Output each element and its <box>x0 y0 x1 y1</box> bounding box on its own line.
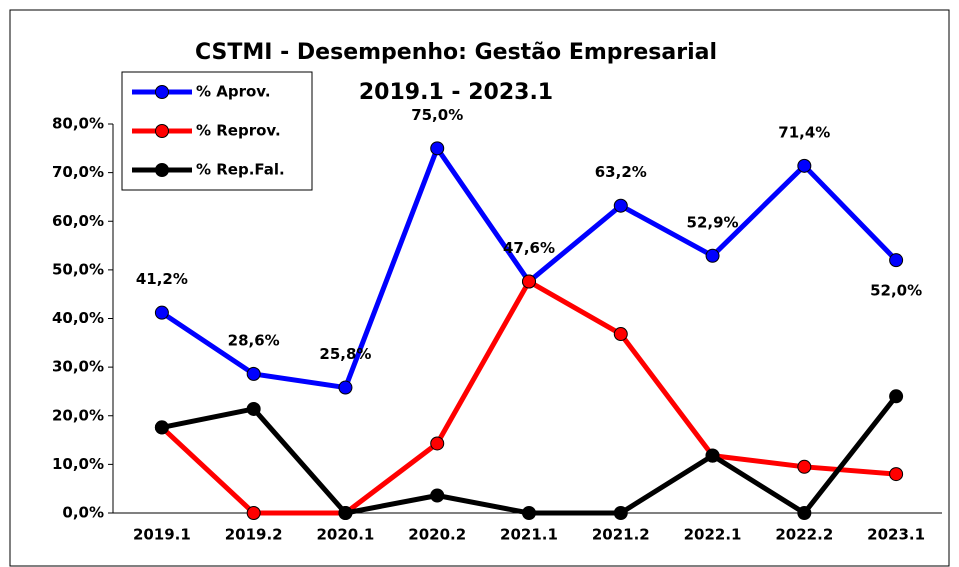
data-label: 71,4% <box>778 123 830 141</box>
y-tick-label: 80,0% <box>52 115 104 133</box>
data-point <box>797 158 812 173</box>
data-point <box>246 401 261 416</box>
data-label: 52,9% <box>687 213 739 231</box>
x-tick-label: 2019.1 <box>133 526 191 544</box>
data-point <box>889 467 904 482</box>
data-point <box>797 459 812 474</box>
y-tick-label: 60,0% <box>52 212 104 230</box>
legend-label: % Reprov. <box>196 122 281 140</box>
y-tick-label: 10,0% <box>52 455 104 473</box>
data-point <box>430 141 445 156</box>
x-tick-label: 2023.1 <box>867 526 925 544</box>
data-label: 75,0% <box>411 106 463 124</box>
y-tick-label: 0,0% <box>62 504 104 522</box>
data-label: 47,6% <box>503 239 555 257</box>
legend-label: % Rep.Fal. <box>196 161 285 179</box>
data-label: 41,2% <box>136 270 188 288</box>
chart-subtitle: 2019.1 - 2023.1 <box>359 80 553 105</box>
y-tick-label: 20,0% <box>52 406 104 424</box>
y-tick-label: 40,0% <box>52 309 104 327</box>
data-point <box>522 506 536 520</box>
data-point <box>613 327 628 342</box>
y-tick-label: 30,0% <box>52 358 104 376</box>
data-label: 28,6% <box>228 331 280 349</box>
legend-marker <box>155 163 169 177</box>
data-point <box>889 253 904 268</box>
data-point <box>338 506 353 520</box>
x-tick-label: 2020.2 <box>408 526 466 544</box>
legend-marker <box>155 124 169 138</box>
data-point <box>154 305 169 320</box>
data-point <box>246 506 261 520</box>
data-point <box>338 380 353 395</box>
y-tick-label: 70,0% <box>52 163 104 181</box>
data-point <box>430 488 445 503</box>
data-point <box>797 506 812 520</box>
legend-label: % Aprov. <box>196 83 271 101</box>
data-point <box>613 506 628 520</box>
data-point <box>705 248 720 263</box>
data-point <box>246 366 261 381</box>
x-tick-label: 2022.2 <box>775 526 833 544</box>
x-tick-label: 2021.1 <box>500 526 558 544</box>
legend-marker <box>155 85 169 99</box>
x-tick-label: 2019.2 <box>225 526 283 544</box>
data-point <box>430 436 445 451</box>
data-label: 25,8% <box>319 345 371 363</box>
x-tick-label: 2021.2 <box>592 526 650 544</box>
data-point <box>154 420 169 435</box>
y-tick-label: 50,0% <box>52 260 104 278</box>
data-point <box>705 448 720 463</box>
chart-title: CSTMI - Desempenho: Gestão Empresarial <box>195 40 717 65</box>
data-label: 63,2% <box>595 163 647 181</box>
x-tick-label: 2022.1 <box>684 526 742 544</box>
data-point <box>522 274 536 289</box>
x-tick-label: 2020.1 <box>316 526 374 544</box>
data-point <box>889 389 904 404</box>
data-label: 52,0% <box>870 282 922 300</box>
data-point <box>613 198 628 213</box>
